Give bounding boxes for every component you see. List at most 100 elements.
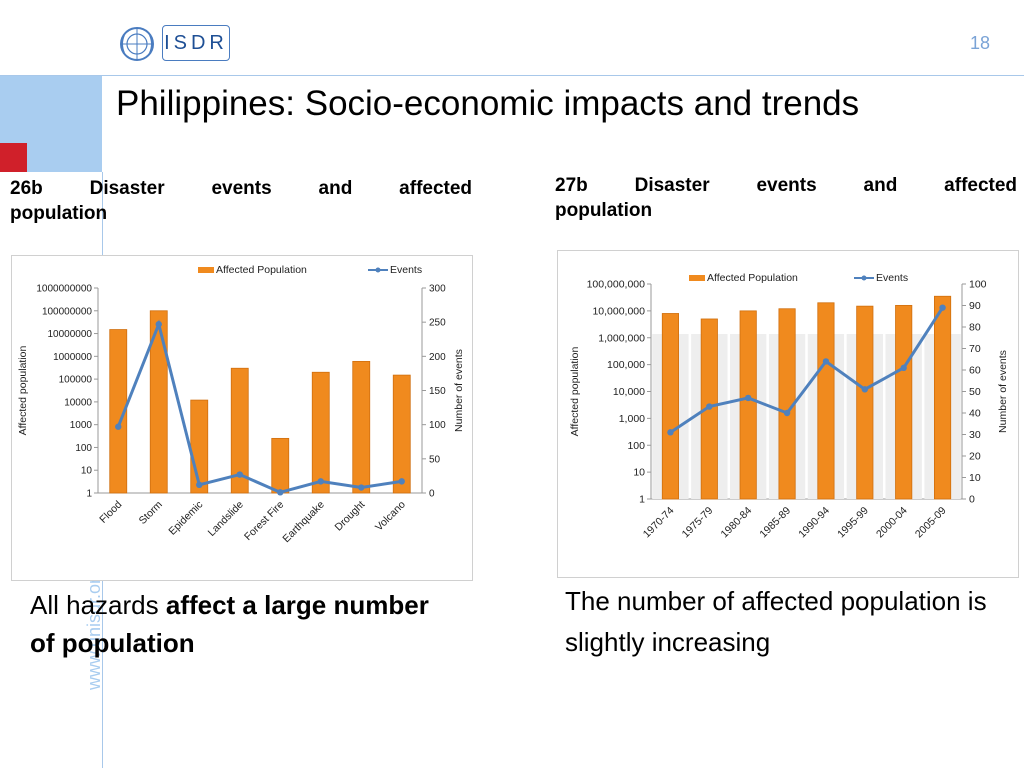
y-tick-label: 1,000,000: [598, 332, 645, 344]
y-tick-label: 100000: [59, 375, 93, 386]
y-tick-label: 10: [633, 467, 645, 479]
events-point: [744, 394, 752, 402]
bar: [739, 310, 757, 500]
events-point: [196, 481, 203, 488]
x-tick-label: 1980-84: [719, 505, 755, 541]
events-point: [358, 484, 365, 491]
chart-heading-right-line2: population: [555, 200, 653, 221]
bar: [230, 367, 249, 494]
caption-right: The number of affected population is sli…: [565, 586, 987, 657]
x-tick-label: Earthquake: [280, 499, 327, 546]
chart-disaster-by-period: Affected Population Events 1 10 100 1,000 10,0…: [557, 250, 1019, 578]
bar: [311, 371, 330, 494]
x-tick-label: 1970-74: [641, 505, 677, 541]
y2-tick-label: 60: [969, 365, 981, 377]
y-tick-label: 10,000,000: [592, 305, 645, 317]
chart-svg-right: Affected Population Events1101001,00010,0…: [569, 272, 1009, 541]
y-tick-label: 100000000: [42, 306, 92, 317]
heading-word: 26b: [10, 178, 43, 199]
legend-label: Affected Population: [216, 264, 307, 276]
y-tick-label: 100: [627, 440, 645, 452]
bar: [933, 295, 952, 500]
events-point: [155, 321, 162, 328]
bar: [856, 305, 874, 500]
legend-swatch-marker: [861, 275, 867, 281]
y-axis-title: Affected population: [569, 346, 581, 436]
bar: [392, 374, 411, 494]
events-line: [669, 306, 944, 434]
events-point: [236, 471, 243, 478]
events-point: [783, 409, 791, 417]
y2-tick-label: 50: [429, 454, 441, 465]
x-tick-label: 1990-94: [796, 505, 832, 541]
chart-heading-right: 27b Disaster events and affected: [555, 173, 1017, 198]
bar: [895, 304, 913, 500]
y2-axis-title: Number of events: [997, 350, 1009, 433]
events-point: [667, 429, 674, 436]
decorative-red-block: [0, 143, 27, 172]
y2-axis-title: Number of events: [453, 349, 465, 432]
y2-tick-label: 30: [969, 429, 981, 441]
y2-tick-label: 150: [429, 386, 446, 397]
y2-tick-label: 10: [969, 472, 981, 484]
y2-tick-label: 100: [969, 279, 987, 291]
x-tick-label: Flood: [97, 499, 124, 526]
bar: [661, 313, 680, 500]
y-tick-label: 1000: [70, 420, 93, 431]
y2-tick-label: 20: [969, 451, 981, 463]
y2-tick-label: 100: [429, 420, 446, 431]
y-tick-label: 10000000: [48, 329, 93, 340]
un-emblem-icon: [118, 25, 156, 63]
heading-word: and: [318, 178, 353, 199]
heading-word: and: [863, 175, 898, 196]
legend-swatch-bar: [198, 267, 214, 273]
events-point: [861, 386, 869, 393]
legend-label: Events: [876, 272, 908, 284]
y-tick-label: 1,000: [619, 413, 645, 425]
bar: [352, 360, 371, 494]
y-tick-label: 1000000: [53, 352, 92, 363]
x-tick-label: Epidemic: [166, 499, 205, 538]
legend-label: Affected Population: [707, 272, 798, 284]
heading-word: affected: [944, 175, 1018, 196]
y-tick-label: 10000: [64, 397, 92, 408]
chart-heading-left: 26b Disaster events and affected: [10, 176, 472, 201]
y-tick-label: 10: [81, 466, 93, 477]
y-tick-label: 100: [75, 443, 92, 454]
y-tick-label: 1: [86, 489, 92, 500]
page-number: 18: [969, 33, 990, 53]
header-divider: [0, 75, 1024, 76]
events-point: [939, 304, 946, 311]
x-tick-label: 2005-09: [913, 505, 949, 541]
heading-word: Disaster: [89, 178, 165, 199]
events-point: [115, 423, 122, 430]
y2-tick-label: 250: [429, 318, 446, 329]
x-tick-label: Landslide: [206, 499, 246, 539]
x-tick-label: 1995-99: [835, 505, 871, 541]
heading-word: 27b: [555, 175, 588, 196]
y-tick-label: 1: [639, 494, 645, 506]
heading-word: events: [756, 175, 817, 196]
y2-tick-label: 70: [969, 343, 981, 355]
y-axis-title: Affected population: [17, 345, 29, 435]
y-tick-label: 100,000,000: [587, 279, 646, 291]
heading-word: affected: [399, 178, 473, 199]
chart-disaster-by-hazard: Affected Population Events 1 10 100 1000 10000…: [11, 255, 473, 581]
events-point: [706, 403, 713, 410]
y2-tick-label: 300: [429, 284, 446, 295]
slide-title: Philippines: Socio-economic impacts and …: [116, 84, 860, 123]
y-tick-label: 10,000: [613, 386, 645, 398]
heading-word: Disaster: [634, 175, 710, 196]
x-tick-label: Drought: [332, 499, 367, 534]
y2-tick-label: 40: [969, 408, 981, 420]
y2-tick-label: 0: [969, 494, 975, 506]
bar: [271, 437, 290, 494]
y2-tick-label: 50: [969, 386, 981, 398]
legend-swatch-marker: [375, 267, 381, 273]
heading-word: events: [211, 178, 272, 199]
chart-svg-left: Affected Population Events110100100010000…: [17, 264, 465, 546]
events-point: [277, 489, 284, 496]
events-point: [317, 478, 324, 485]
bar: [817, 302, 835, 500]
caption-left: All hazards affect a large number of pop…: [30, 586, 450, 662]
